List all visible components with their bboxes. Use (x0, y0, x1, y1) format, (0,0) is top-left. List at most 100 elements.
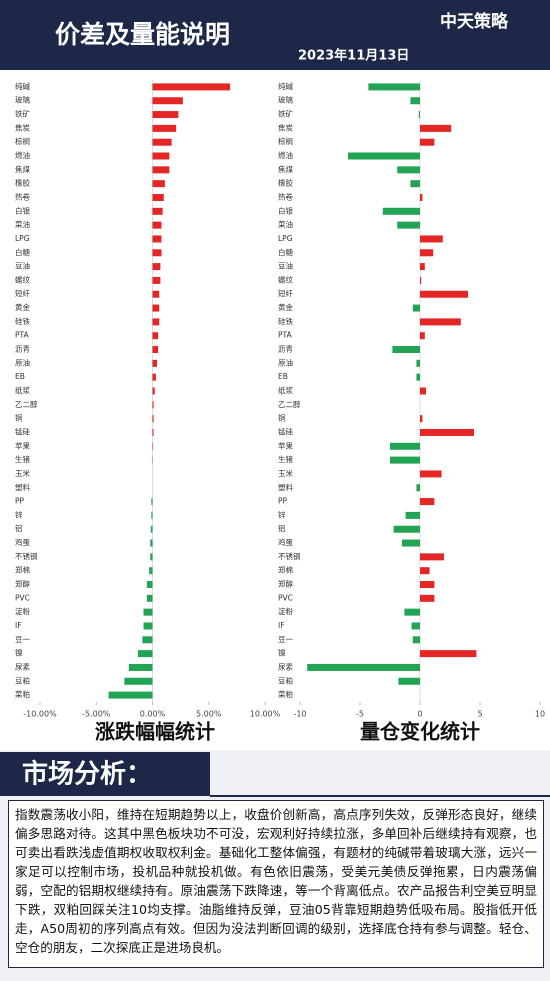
bar (149, 567, 153, 575)
bar (420, 567, 430, 575)
bar (142, 636, 153, 644)
category-label: 焦煤 (278, 164, 293, 174)
category-label: 豆油 (278, 261, 293, 271)
bar (412, 304, 420, 312)
bar (418, 111, 420, 119)
category-label: 苹果 (278, 440, 293, 450)
bar (152, 124, 177, 132)
x-tick-label: 10.00% (250, 710, 281, 719)
category-label: 豆粕 (278, 675, 293, 685)
bar (420, 428, 474, 436)
category-label: PVC (278, 593, 293, 602)
category-label: PTA (15, 331, 30, 340)
category-label: 棕榈 (15, 136, 30, 146)
bar (390, 456, 420, 464)
category-label: 苹果 (15, 440, 30, 450)
chart-title: 量仓变化统计 (360, 720, 480, 744)
bar (152, 166, 170, 174)
category-label: 硅铁 (15, 316, 30, 326)
category-label: 铝 (278, 523, 286, 533)
category-label: 郑醇 (278, 579, 293, 589)
bar (152, 221, 162, 229)
bar (420, 249, 434, 257)
category-label: 郑棉 (15, 565, 30, 575)
x-tick-label: 0.00% (140, 710, 166, 719)
bar (150, 525, 153, 533)
category-label: PP (15, 497, 25, 506)
category-label: 短纤 (15, 288, 30, 298)
x-tick-label: 10 (535, 710, 545, 719)
bar (416, 484, 420, 492)
category-label: 燃油 (278, 150, 293, 160)
category-label: 纸浆 (15, 385, 30, 395)
bar (410, 180, 420, 188)
bar (146, 581, 153, 589)
bar (143, 622, 153, 630)
category-label: 郑棉 (278, 565, 293, 575)
category-label: 铝 (15, 523, 23, 533)
bar (124, 677, 153, 685)
category-label: 棕榈 (278, 136, 293, 146)
x-tick-label: -10 (293, 710, 306, 719)
bar (152, 442, 154, 450)
bar (420, 138, 435, 146)
bar (420, 263, 425, 271)
x-tick-label: -10.00% (23, 710, 57, 719)
category-label: 镍 (15, 648, 23, 658)
category-label: 淀粉 (278, 606, 293, 616)
category-label: 黄金 (15, 302, 30, 312)
bar (402, 539, 420, 547)
category-label: 原油 (278, 357, 293, 367)
bar (404, 608, 420, 616)
bar (420, 193, 423, 201)
bar (146, 594, 153, 602)
category-label: PP (278, 497, 288, 506)
bar (420, 124, 452, 132)
chart-title: 涨跌幅幅统计 (95, 720, 215, 744)
category-label: LPG (278, 234, 293, 243)
bar (152, 152, 170, 160)
category-label: 玻璃 (15, 95, 30, 105)
bar (152, 387, 155, 395)
category-label: 生猪 (278, 454, 293, 464)
bar (392, 346, 420, 354)
category-label: 焦炭 (278, 122, 293, 132)
category-label: 白糖 (15, 247, 30, 257)
category-label: 焦煤 (15, 164, 30, 174)
category-label: EB (278, 372, 288, 381)
category-label: 铁矿 (15, 109, 30, 119)
category-label: IF (278, 621, 285, 630)
category-label: 沥青 (278, 344, 293, 354)
category-label: LPG (15, 234, 30, 243)
category-label: 菜油 (15, 219, 30, 229)
category-label: PVC (15, 593, 30, 602)
bar (152, 318, 160, 326)
category-label: 焦炭 (15, 122, 30, 132)
bar (151, 498, 153, 506)
category-label: 尿素 (278, 661, 293, 671)
analysis-text: 指数震荡收小阳，维持在短期趋势以上，收盘价创新高，高点序列失效，反弹形态良好，继… (8, 800, 544, 968)
chart-bg (0, 70, 550, 750)
category-label: 淀粉 (15, 606, 30, 616)
category-label: 豆油 (15, 261, 30, 271)
bar (152, 290, 160, 298)
category-label: 不锈钢 (15, 551, 38, 561)
bar (152, 180, 165, 188)
bar (152, 332, 159, 340)
category-label: 玻璃 (278, 95, 293, 105)
header-bg (0, 0, 550, 70)
bar (152, 304, 160, 312)
category-label: IF (15, 621, 22, 630)
bar (393, 525, 420, 533)
category-label: 鸡蛋 (15, 537, 30, 547)
category-label: 玉米 (15, 468, 30, 478)
category-label: PTA (278, 331, 293, 340)
bar (420, 553, 444, 561)
bar (368, 83, 420, 91)
x-tick-label: -5.00% (82, 710, 111, 719)
bar (151, 511, 153, 519)
x-tick-label: 0 (417, 710, 422, 719)
x-tick-label: 5.00% (196, 710, 222, 719)
category-label: 纯碱 (15, 81, 30, 91)
